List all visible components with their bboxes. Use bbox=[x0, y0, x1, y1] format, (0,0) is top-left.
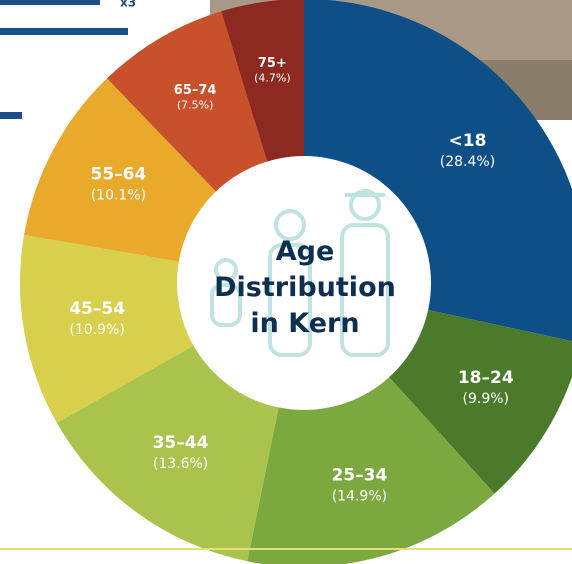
slice-value-label: (9.9%) bbox=[463, 391, 510, 407]
slice-label: 18–24 bbox=[458, 368, 514, 388]
slice-value-label: (28.4%) bbox=[440, 154, 495, 170]
chart: x3 AgeDistributionin Kern JobsEQ® <18(28… bbox=[0, 0, 572, 564]
slice-label: 75+ bbox=[258, 56, 287, 71]
slice-label: 35–44 bbox=[153, 433, 209, 453]
slice-value-label: (13.6%) bbox=[153, 456, 208, 472]
slice-label: 25–34 bbox=[331, 466, 387, 486]
slice-value-label: (7.5%) bbox=[177, 99, 214, 112]
slice-label: 65–74 bbox=[174, 83, 217, 98]
slice-value-label: (10.9%) bbox=[69, 322, 124, 338]
page: {"chart_data": {"type": "donut", "title"… bbox=[0, 0, 572, 564]
slice-value-label: (14.9%) bbox=[332, 489, 387, 505]
slice-label: <18 bbox=[449, 131, 487, 151]
slice-value-label: (10.1%) bbox=[91, 188, 146, 204]
slice-label: 45–54 bbox=[69, 299, 125, 319]
slice-value-label: (4.7%) bbox=[254, 71, 291, 84]
multiplier: x3 bbox=[120, 0, 136, 10]
slice-label: 55–64 bbox=[90, 165, 146, 185]
